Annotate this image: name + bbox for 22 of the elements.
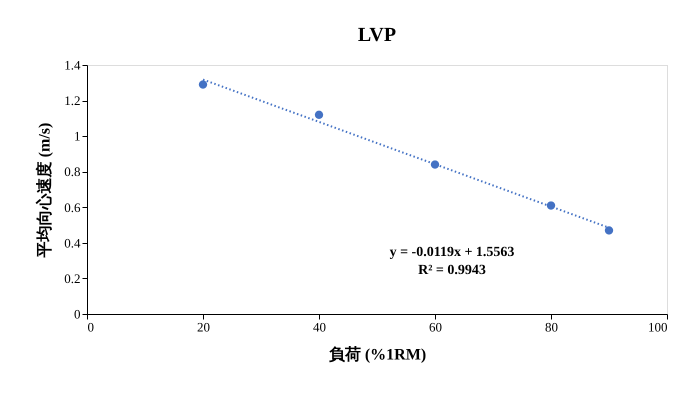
x-tick-label: 60 bbox=[429, 320, 442, 334]
y-tick-label: 0.2 bbox=[64, 270, 80, 286]
y-tick-label: 0 bbox=[74, 306, 80, 322]
point bbox=[314, 110, 324, 119]
point bbox=[198, 80, 208, 89]
y-tick-label: 0.4 bbox=[64, 235, 81, 250]
y-tick-label: 1.4 bbox=[64, 58, 81, 72]
annotation: R² = 0.9943 bbox=[418, 263, 486, 278]
x-tick-label: 80 bbox=[545, 320, 558, 334]
x-tick-label: 0 bbox=[88, 320, 94, 334]
y-tick-label: 0.8 bbox=[64, 164, 80, 180]
x-axis-title: 負荷 (%1RM) bbox=[328, 346, 426, 364]
x-tick-label: 20 bbox=[197, 320, 210, 334]
y-tick-label: 1.2 bbox=[64, 93, 80, 108]
chart-title: LVP bbox=[358, 24, 396, 46]
y-axis-title: 平均向心速度 (m/s) bbox=[34, 122, 54, 258]
y-tick-label: 1 bbox=[74, 128, 80, 144]
point bbox=[604, 226, 614, 235]
x-tick-label: 40 bbox=[313, 320, 326, 334]
y-tick-label: 0.6 bbox=[64, 200, 81, 215]
x-tick-label: 100 bbox=[648, 320, 668, 334]
annotation: y = -0.0119x + 1.5563 bbox=[390, 245, 514, 260]
